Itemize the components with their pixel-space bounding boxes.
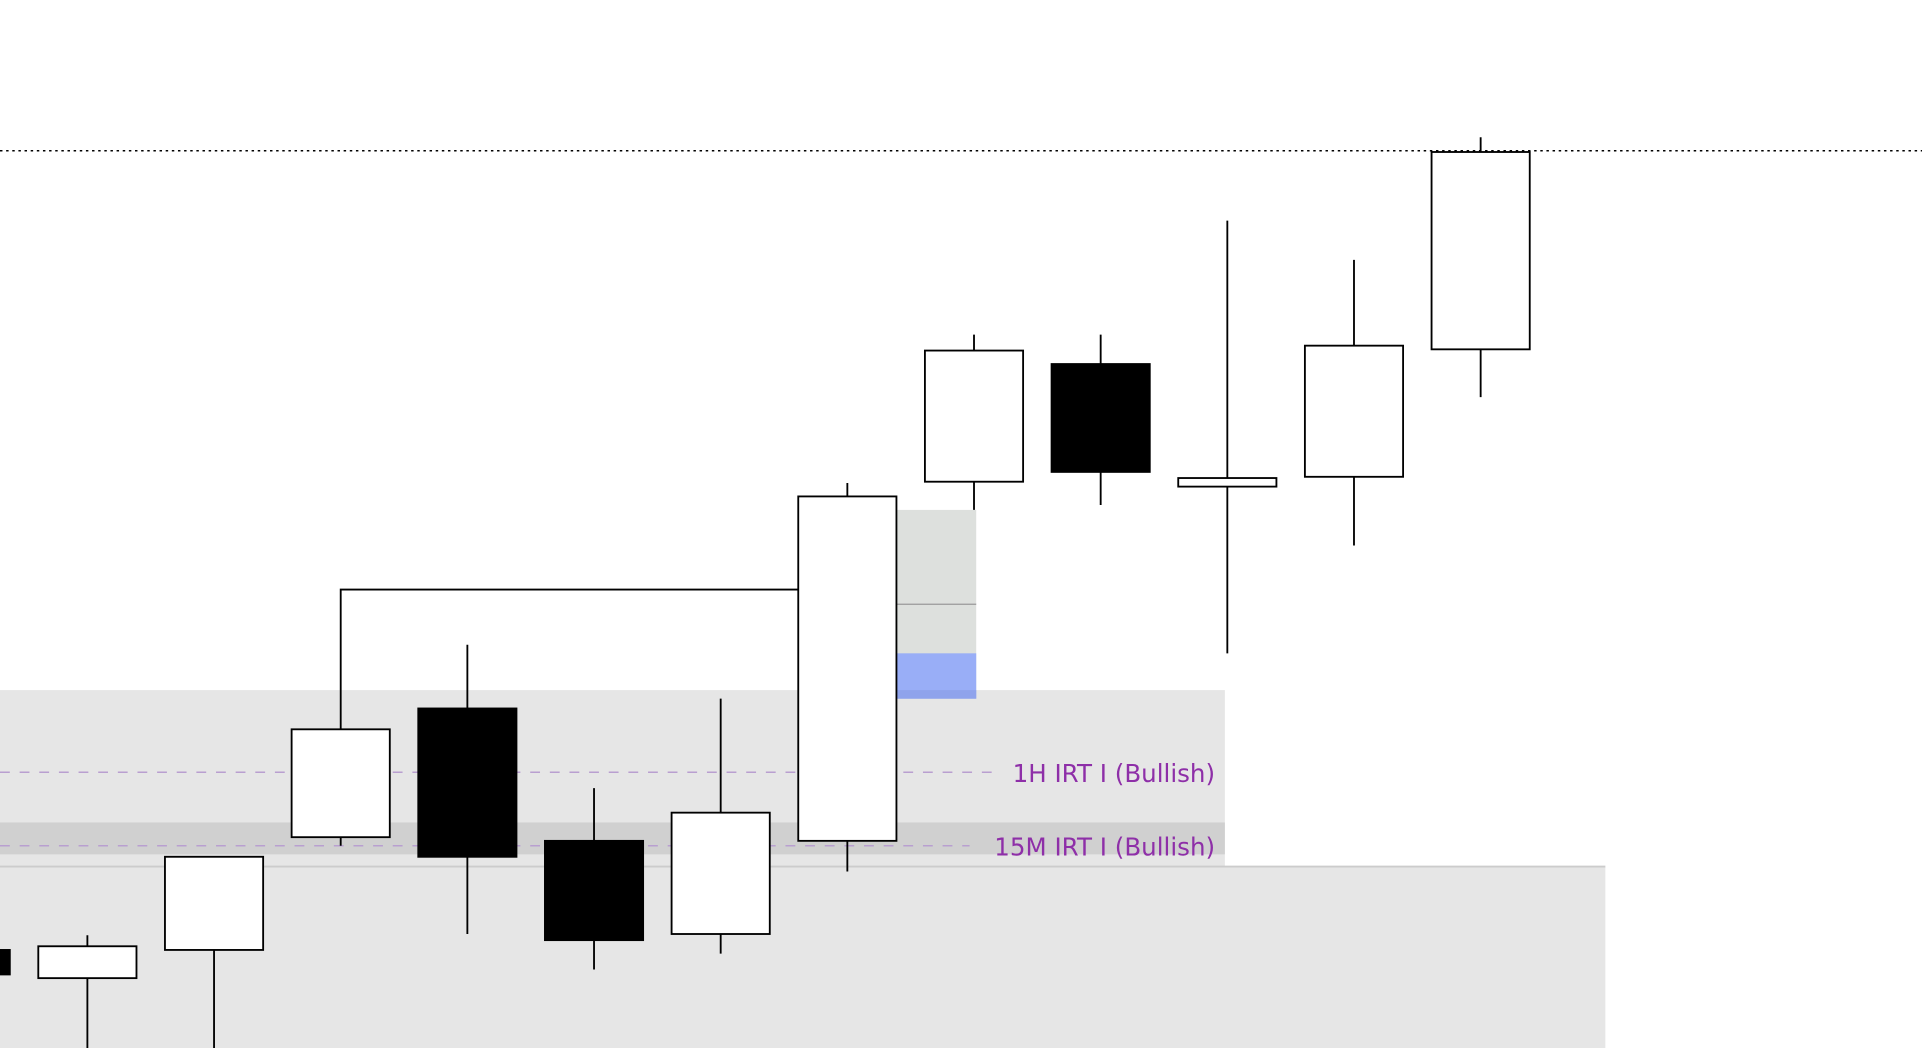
level-label-15m: 15M IRT I (Bullish)	[994, 833, 1215, 862]
candle-bearish	[417, 707, 518, 858]
candle-bearish	[544, 839, 645, 942]
candle-bullish	[37, 945, 138, 980]
candle-bullish	[1430, 151, 1531, 351]
candle-bullish	[797, 495, 898, 842]
candle-bullish	[290, 728, 391, 839]
bracket-line	[339, 588, 799, 730]
candle-bullish	[1177, 477, 1278, 488]
candle-bullish	[923, 349, 1025, 483]
candle-bearish	[1050, 363, 1151, 473]
imbalance-layer	[896, 509, 977, 699]
zone-lower	[0, 866, 1606, 1048]
candle-bullish	[670, 811, 771, 935]
bracket-layer	[339, 588, 799, 730]
imbalance-filled-edge	[896, 690, 977, 699]
candles-layer	[0, 137, 1531, 1048]
candle-bullish	[164, 855, 265, 951]
candle-bullish	[1303, 344, 1405, 478]
level-label-1h: 1H IRT I (Bullish)	[1013, 759, 1215, 788]
zones-layer	[0, 690, 1606, 1048]
candle-bearish	[0, 949, 11, 976]
